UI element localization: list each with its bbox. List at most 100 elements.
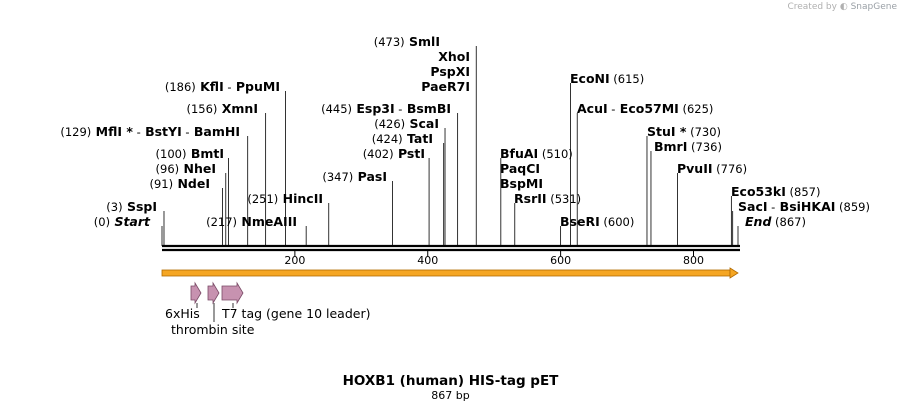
- site-position: (3): [106, 200, 122, 214]
- site-label-kfli[interactable]: (186) KflI - PpuMI: [165, 79, 280, 94]
- enzyme-name: HincII: [278, 191, 323, 206]
- enzyme-name: NmeAIII: [237, 214, 297, 229]
- enzyme-name: PstI: [394, 146, 425, 161]
- feature-arrow[interactable]: [190, 281, 202, 305]
- enzyme-name: PpuMI: [232, 79, 280, 94]
- site-label-rsrii[interactable]: RsrII (531): [514, 191, 581, 206]
- enzyme-name: End: [745, 214, 772, 229]
- enzyme-name: Eco57MI: [615, 101, 678, 116]
- enzyme-name: EcoNI: [570, 71, 610, 86]
- orf-arrow[interactable]: [161, 267, 739, 279]
- site-position: (91): [150, 177, 174, 191]
- site-position: (859): [835, 200, 870, 214]
- site-label-xmni[interactable]: (156) XmnI: [186, 101, 258, 116]
- enzyme-name: PvuII: [677, 161, 713, 176]
- site-label-psti[interactable]: (402) PstI: [363, 146, 425, 161]
- site-position: (730): [686, 125, 721, 139]
- site-position: (510): [538, 147, 573, 161]
- tick-label: 200: [284, 254, 305, 267]
- tick-label: 400: [417, 254, 438, 267]
- site-label-smli[interactable]: (473) SmlI: [374, 34, 440, 49]
- site-label-paqci[interactable]: PaqCI: [500, 161, 540, 176]
- site-position: (615): [610, 72, 645, 86]
- site-label-end[interactable]: End (867): [745, 214, 806, 229]
- site-label-sspi[interactable]: (3) SspI: [106, 199, 157, 214]
- enzyme-name: PaqCI: [500, 161, 540, 176]
- site-label-hincii[interactable]: (251) HincII: [247, 191, 323, 206]
- credit-created-by: Created by: [787, 2, 837, 12]
- enzyme-name: Eco53kI: [731, 184, 786, 199]
- enzyme-name: BfuAI: [500, 146, 538, 161]
- site-position: (251): [247, 192, 278, 206]
- enzyme-name: TatI: [403, 131, 433, 146]
- site-label-scai[interactable]: (426) ScaI: [374, 116, 439, 131]
- site-label-pasi[interactable]: (347) PasI: [322, 169, 387, 184]
- site-label-tati[interactable]: (424) TatI: [372, 131, 433, 146]
- enzyme-name: BseRI: [560, 214, 600, 229]
- snapgene-logo-icon: ◐: [839, 2, 848, 12]
- site-position: (445): [321, 102, 352, 116]
- enzyme-name: XmnI: [217, 101, 258, 116]
- enzyme-name: Esp3I: [352, 101, 395, 116]
- site-label-bmti[interactable]: (100) BmtI: [156, 146, 224, 161]
- enzyme-name: BstYI: [141, 124, 182, 139]
- site-position: (347): [322, 170, 353, 184]
- feature-arrow[interactable]: [221, 281, 244, 305]
- site-position: (0): [94, 215, 110, 229]
- site-label-bmri[interactable]: BmrI (736): [654, 139, 722, 154]
- enzyme-name: MflI *: [91, 124, 133, 139]
- feature-arrow[interactable]: [207, 281, 220, 305]
- site-position: -: [224, 80, 232, 94]
- scale-ticks: 200 400 600 800: [284, 250, 704, 267]
- site-label-nmeaiii[interactable]: (217) NmeAIII: [206, 214, 297, 229]
- site-label-start[interactable]: (0) Start: [94, 214, 151, 229]
- site-position: (625): [679, 102, 714, 116]
- enzyme-name: BmtI: [186, 146, 224, 161]
- site-label-esp3i[interactable]: (445) Esp3I - BsmBI: [321, 101, 451, 116]
- site-label-bfuai[interactable]: BfuAI (510): [500, 146, 573, 161]
- site-label-xhoi[interactable]: XhoI: [438, 49, 470, 64]
- site-label-econi[interactable]: EcoNI (615): [570, 71, 644, 86]
- site-label-acui[interactable]: AcuI - Eco57MI (625): [577, 101, 713, 116]
- site-label-nhei[interactable]: (96) NheI: [156, 161, 216, 176]
- site-position: (186): [165, 80, 196, 94]
- snapgene-credit: Created by ◐ SnapGene: [787, 2, 897, 12]
- site-position: (736): [687, 140, 722, 154]
- enzyme-name: SmlI: [405, 34, 440, 49]
- enzyme-name: BspMI: [500, 176, 543, 191]
- site-position: (776): [713, 162, 748, 176]
- enzyme-name: BmrI: [654, 139, 687, 154]
- enzyme-name: XhoI: [438, 49, 470, 64]
- site-position: (867): [771, 215, 806, 229]
- site-label-pvuii[interactable]: PvuII (776): [677, 161, 747, 176]
- tick-label: 800: [683, 254, 704, 267]
- enzyme-name: ScaI: [405, 116, 439, 131]
- site-label-bseri[interactable]: BseRI (600): [560, 214, 634, 229]
- site-label-paer7i[interactable]: PaeR7I: [421, 79, 470, 94]
- map-title: HOXB1 (human) HIS-tag pET: [342, 373, 559, 389]
- site-position: (96): [156, 162, 180, 176]
- site-position: -: [395, 102, 403, 116]
- feature-label: thrombin site: [171, 322, 255, 337]
- site-position: (531): [547, 192, 582, 206]
- enzyme-name: PaeR7I: [421, 79, 470, 94]
- site-position: -: [608, 102, 616, 116]
- site-position: -: [768, 200, 776, 214]
- site-position: (217): [206, 215, 237, 229]
- site-label-pspxi[interactable]: PspXI: [430, 64, 470, 79]
- site-position: -: [182, 125, 190, 139]
- site-label-saci[interactable]: SacI - BsiHKAI (859): [738, 199, 870, 214]
- enzyme-name: NheI: [179, 161, 216, 176]
- site-label-eco53ki[interactable]: Eco53kI (857): [731, 184, 821, 199]
- credit-brand: SnapGene: [850, 2, 897, 12]
- feature-label: T7 tag (gene 10 leader): [221, 306, 370, 321]
- site-label-mfli[interactable]: (129) MflI * - BstYI - BamHI: [60, 124, 240, 139]
- enzyme-name: SspI: [123, 199, 157, 214]
- site-label-ndei[interactable]: (91) NdeI: [150, 176, 211, 191]
- site-position: (129): [60, 125, 91, 139]
- enzyme-name: BamHI: [190, 124, 240, 139]
- site-label-bspmi[interactable]: BspMI: [500, 176, 543, 191]
- site-label-stui[interactable]: StuI * (730): [647, 124, 721, 139]
- enzyme-name: SacI: [738, 199, 768, 214]
